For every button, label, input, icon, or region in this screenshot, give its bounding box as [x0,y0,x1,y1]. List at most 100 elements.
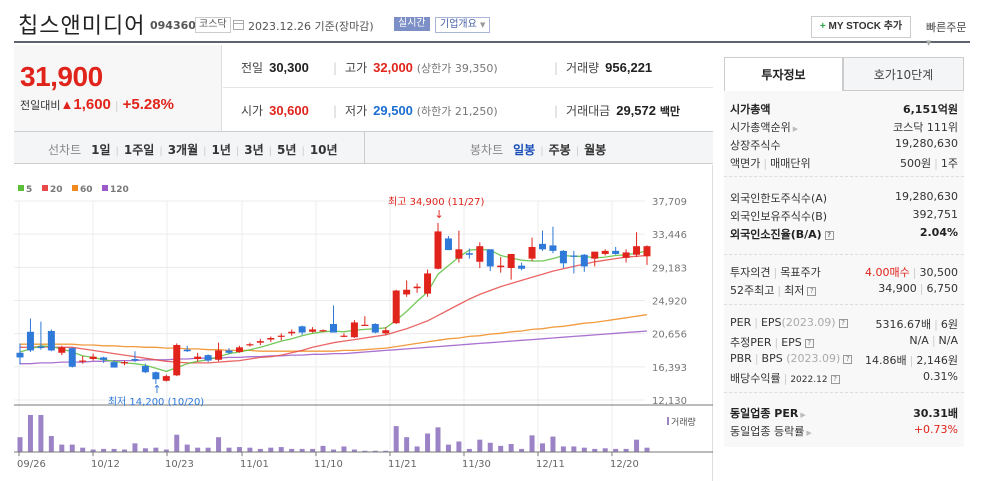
divider: | [763,157,768,170]
opinion-text: 투자의견 [730,266,771,279]
add-mystock-button[interactable]: + MY STOCK 추가 [811,16,911,38]
candle [215,350,223,360]
candle [183,349,191,352]
volume-bar [341,446,347,452]
candle [392,290,400,324]
market-cap-value: 6,151억원 [902,103,958,116]
volume-bar [163,449,169,452]
dividend-value: 0.31% [923,370,958,383]
volume-bar [331,449,336,452]
high-label: 고가 [345,61,368,75]
market-cap-rank-row[interactable]: 시가총액순위 ▶ 코스닥 111위 [730,119,958,137]
candle [601,250,609,254]
line-period-tabset: 선차트 1일 | 1주일 | 3개월 | 1년 | 3년 | 5년 | 10년 [48,141,338,158]
help-icon[interactable]: ? [804,339,814,348]
x-tick-label: 09/26 [17,459,46,470]
sector-change-value: +0.73% [913,423,958,436]
current-price-box: 31,900 전일대비▲1,600 | +5.28% [14,45,222,131]
volume-bar [268,447,274,452]
tab-3month[interactable]: 3개월 [167,143,199,157]
company-overview-dropdown[interactable]: 기업개요 ▼ [435,17,491,33]
tab-1day[interactable]: 1일 [91,143,111,157]
est-eps: N/A [938,334,958,347]
volume-bar [278,447,284,452]
section-opinion: 투자의견 | 목표주가 4.00매수 | 30,500 52주최고 | 최저? 34,900 | 6… [724,255,964,305]
prev-close: 전일 30,300 [241,59,309,76]
company-name: 칩스앤미디어 [18,14,146,39]
per: 5316.67배 [875,318,932,331]
divider: | [931,334,936,347]
help-icon[interactable]: ? [824,231,834,240]
price-stats: 전일 30,300 | 고가 32,000 (상한가 39,350) | 거래량 956,… [223,45,713,131]
sector-change-row[interactable]: 동일업종 등락률 ▶ +0.73% [730,423,958,441]
tab-orderbook-10[interactable]: 호가10단계 [843,57,964,91]
foreign-ratio-label: 외국인소진율(B/A)? [730,226,834,242]
help-icon[interactable]: ? [807,287,817,296]
volume-bar [236,447,242,452]
tab-monthly-candle[interactable]: 월봉 [584,143,607,157]
info-tabs: 투자정보 호가10단계 [724,57,964,91]
w52-value: 34,900 | 6,750 [878,282,958,295]
candle [518,265,526,269]
candle [612,250,620,254]
candle [235,347,243,352]
tab-10year[interactable]: 10년 [309,143,338,157]
quick-order-dropdown[interactable]: 빠른주문 ▼ [926,19,970,48]
volume-bar [80,447,86,452]
legend-swatch [42,185,48,191]
candle-period-tabset: 봉차트 일봉 | 주봉 | 월봉 [470,141,606,158]
sector-change-text: 동일업종 등락률 [730,425,805,438]
candle [424,273,432,294]
y-tick-label: 24,920 [652,297,687,308]
stock-chart[interactable]: 5 20 60 120 37,709 33,446 29,183 24,920 20,656 16… [14,165,713,481]
tab-daily-candle[interactable]: 일봉 [513,143,536,157]
tab-weekly-candle[interactable]: 주봉 [548,143,571,157]
volume-label: 거래량 [566,61,600,75]
volume-bar [310,448,316,452]
volume-bar [372,450,378,452]
candle [89,356,97,360]
section-market-cap: 시가총액 6,151억원 시가총액순위 ▶ 코스닥 111위 상장주식수 19,280,… [724,91,964,177]
arrow-down-icon: ↓ [435,208,444,221]
moving-average-line [20,254,648,364]
section-foreign: 외국인한도주식수(A) 19,280,630 외국인보유주식수(B) 392,751… [724,177,964,255]
triangle-right-icon: ▶ [792,125,799,133]
candle [497,265,505,268]
volume-bar [644,447,650,452]
volume-bar [289,448,295,452]
volume-bar [508,443,514,452]
tab-5year[interactable]: 5년 [277,143,297,157]
listed-shares-label: 상장주식수 [730,139,781,152]
tab-3year[interactable]: 3년 [244,143,264,157]
dividend-period: 2022.12 [790,375,828,385]
tab-1year[interactable]: 1년 [211,143,231,157]
candle [413,286,421,289]
volume-bar [101,448,107,452]
chevron-down-icon: ▼ [480,21,486,29]
volume-bar [581,447,587,452]
bps: 2,146원 [916,354,958,367]
legend-swatch [18,185,24,191]
tab-1week[interactable]: 1주일 [123,143,155,157]
candle [194,356,202,360]
upper-limit: (상한가 39,350) [416,62,498,75]
divider: | [114,99,119,112]
help-icon[interactable]: ? [830,375,840,384]
sector-per-value: 30.31배 [913,407,958,420]
sector-change-label: 동일업종 등락률 ▶ [730,423,812,439]
volume-bar [540,443,545,452]
target-text: 목표주가 [780,266,821,279]
tab-invest-info[interactable]: 투자정보 [724,57,843,91]
divider: | [909,354,914,367]
volume-bar [560,446,566,452]
help-icon[interactable]: ? [838,319,848,328]
volume-bar [59,444,65,452]
sector-per-row[interactable]: 동일업종 PER ▶ 30.31배 [730,405,958,423]
realtime-button[interactable]: 실시간 [394,17,430,31]
candle [256,341,264,343]
moving-average-line [20,330,648,365]
volume-value: 956,221 [605,60,653,75]
help-icon[interactable]: ? [843,355,853,364]
per-eps-row: PER | EPS(2023.09)? 5316.67배 | 6원 [730,316,958,334]
legend-label: 120 [110,185,129,195]
